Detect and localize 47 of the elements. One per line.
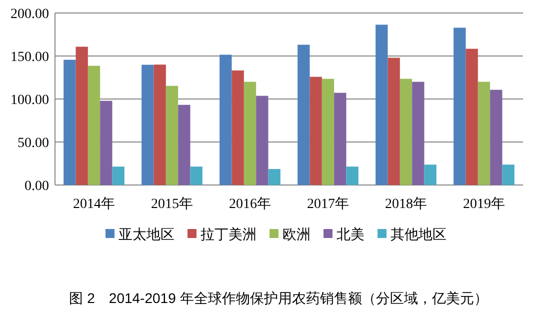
bar: [454, 28, 466, 185]
legend-label: 其他地区: [390, 226, 446, 242]
bar: [388, 58, 400, 185]
bar: [424, 164, 436, 185]
bar: [490, 90, 502, 185]
text: 图 2 2014-2019 年全球作物保护用农药销售额（分区域，亿美元）: [69, 290, 488, 306]
y-tick-label: 150.00: [10, 50, 49, 65]
legend-label: 亚太地区: [118, 226, 174, 242]
legend-label: 欧洲: [282, 226, 310, 242]
bar: [412, 82, 424, 185]
x-tick-label: 2019年: [463, 196, 505, 212]
bar: [76, 46, 88, 185]
legend-label: 拉丁美洲: [200, 226, 256, 242]
bar: [502, 164, 514, 185]
bar: [298, 44, 310, 185]
bar: [322, 78, 334, 185]
bar: [232, 70, 244, 185]
bar: [178, 104, 190, 185]
y-tick-label: 100.00: [10, 93, 49, 108]
bar: [310, 76, 322, 185]
bar: [190, 166, 202, 185]
bar: [334, 92, 346, 185]
bar: [100, 100, 112, 185]
x-tick-label: 2014年: [73, 196, 115, 212]
y-tick-label: 0.00: [24, 179, 49, 194]
legend-label: 北美: [336, 226, 364, 242]
bar: [142, 64, 154, 185]
bar: [166, 86, 178, 185]
bar: [154, 64, 166, 185]
bar: [64, 60, 76, 185]
bar: [346, 166, 358, 185]
x-tick-label: 2017年: [307, 196, 349, 212]
bar: [244, 82, 256, 185]
bar: [478, 82, 490, 185]
bar: [88, 66, 100, 185]
x-tick-label: 2015年: [151, 196, 193, 212]
bar: [268, 169, 280, 185]
x-tick-label: 2018年: [385, 196, 427, 212]
bar: [256, 96, 268, 185]
bar: [376, 24, 388, 185]
x-tick-label: 2016年: [229, 196, 271, 212]
y-tick-label: 50.00: [18, 136, 49, 151]
bar: [112, 166, 124, 185]
y-tick-label: 200.00: [10, 7, 49, 22]
bar: [220, 54, 232, 185]
bar: [400, 78, 412, 185]
bar: [466, 48, 478, 185]
